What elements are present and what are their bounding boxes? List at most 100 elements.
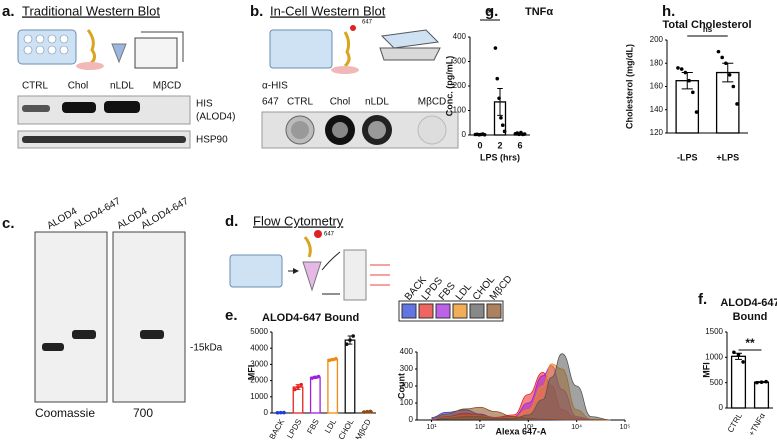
legend-swatch — [402, 304, 416, 318]
y-tick-label: 200 — [453, 81, 467, 90]
probe-label: 647 — [262, 97, 279, 108]
x-tick-label: +LPS — [716, 152, 739, 162]
bar — [328, 360, 338, 413]
data-point — [691, 91, 695, 95]
chart-title: Bound — [733, 311, 768, 323]
data-point — [687, 79, 691, 83]
data-point — [717, 50, 721, 54]
panel-title: In-Cell Western Blot — [270, 3, 386, 18]
x-tick-label: 10¹ — [426, 424, 437, 431]
panel-letter: e. — [225, 307, 238, 324]
data-point — [345, 342, 349, 346]
legend-swatch — [470, 304, 484, 318]
probe-label: α-HIS — [262, 81, 288, 92]
x-tick-label: 10³ — [523, 424, 534, 431]
y-tick-label: 400 — [453, 32, 467, 41]
x-tick-label: LPDS — [285, 418, 303, 439]
row-label: HIS — [196, 99, 213, 110]
data-point — [293, 388, 297, 392]
y-tick-label: 180 — [650, 58, 664, 67]
data-point — [279, 411, 283, 415]
lane-label: nLDL — [110, 81, 134, 92]
data-point — [695, 110, 699, 114]
panel-letter: a. — [2, 3, 15, 20]
y-axis-label: MFI — [246, 365, 256, 381]
data-point — [299, 383, 303, 387]
y-tick-label: 200 — [650, 35, 664, 44]
bar — [732, 356, 746, 408]
y-tick-label: 1500 — [705, 327, 723, 336]
y-tick-label: 5000 — [250, 327, 268, 336]
lane-label: Chol — [68, 81, 89, 92]
chart-title: TNFα — [525, 6, 553, 18]
legend-swatch — [453, 304, 467, 318]
flow-icon — [230, 230, 390, 300]
y-tick-label: 140 — [650, 105, 664, 114]
panel-title: Flow Cytometry — [253, 213, 344, 228]
y-tick-label: 0 — [462, 130, 467, 139]
y-tick-label: 4000 — [250, 343, 268, 352]
lane-label: ALOD4-647 — [71, 196, 123, 232]
y-tick-label: 300 — [400, 364, 414, 373]
x-tick-label: 2 — [497, 140, 502, 150]
data-point — [362, 410, 366, 414]
panel-letter: h. — [662, 3, 675, 20]
x-tick-label: -LPS — [677, 152, 698, 162]
lane-label: MβCD — [153, 81, 182, 92]
data-point — [310, 376, 314, 380]
data-point — [495, 77, 499, 81]
x-tick-label: LDL — [323, 417, 338, 435]
x-tick-label: CTRL — [726, 411, 745, 434]
panel-letter: b. — [250, 3, 263, 20]
panel-letter: d. — [225, 213, 238, 230]
data-point — [369, 410, 373, 414]
legend-label: LDL — [454, 281, 475, 302]
y-tick-label: 1000 — [250, 392, 268, 401]
data-point — [366, 410, 370, 414]
data-point — [680, 67, 684, 71]
data-point — [503, 130, 507, 134]
row-label: HSP90 — [196, 135, 228, 146]
gel-image — [35, 232, 185, 402]
data-point — [328, 359, 332, 363]
fluor-label: 647 — [362, 20, 373, 26]
panel-title: Traditional Western Blot — [22, 3, 160, 18]
x-tick-label: 10⁵ — [620, 424, 631, 431]
y-tick-label: 1000 — [705, 352, 723, 361]
data-point — [317, 375, 321, 379]
data-point — [501, 123, 505, 127]
data-point — [724, 61, 728, 65]
bar — [345, 340, 355, 413]
fluor-label: 647 — [324, 232, 335, 238]
y-axis-label: Conc. (pg/mL) — [444, 56, 454, 117]
data-point — [499, 116, 503, 120]
stain-label: 700 — [133, 406, 153, 420]
lane-label: nLDL — [365, 97, 389, 108]
data-point — [296, 385, 300, 389]
data-point — [331, 358, 335, 362]
y-tick-label: 400 — [400, 347, 414, 356]
panel-letter: c. — [2, 215, 15, 232]
chart-title: Total Cholesterol — [662, 19, 751, 31]
bar — [755, 382, 769, 408]
data-point — [737, 353, 741, 357]
data-point — [735, 102, 739, 106]
data-point — [732, 350, 736, 354]
data-point — [334, 357, 338, 361]
x-tick-label: BACK — [268, 417, 287, 439]
y-axis-label: Cholesterol (mg/dL) — [624, 44, 634, 129]
data-point — [494, 46, 498, 50]
panel-letter: f. — [698, 291, 707, 308]
y-tick-label: 0 — [719, 403, 724, 412]
y-tick-label: 500 — [710, 378, 724, 387]
data-point — [764, 380, 768, 384]
y-tick-label: 160 — [650, 82, 664, 91]
x-tick-label: CHOL — [337, 417, 356, 439]
legend-swatch — [419, 304, 433, 318]
data-point — [282, 411, 286, 415]
y-tick-label: 0 — [409, 415, 414, 424]
data-point — [720, 56, 724, 60]
x-tick-label: FBS — [305, 418, 321, 436]
y-axis-label: Count — [396, 373, 406, 399]
x-axis-label: Alexa 647-A — [495, 426, 547, 436]
